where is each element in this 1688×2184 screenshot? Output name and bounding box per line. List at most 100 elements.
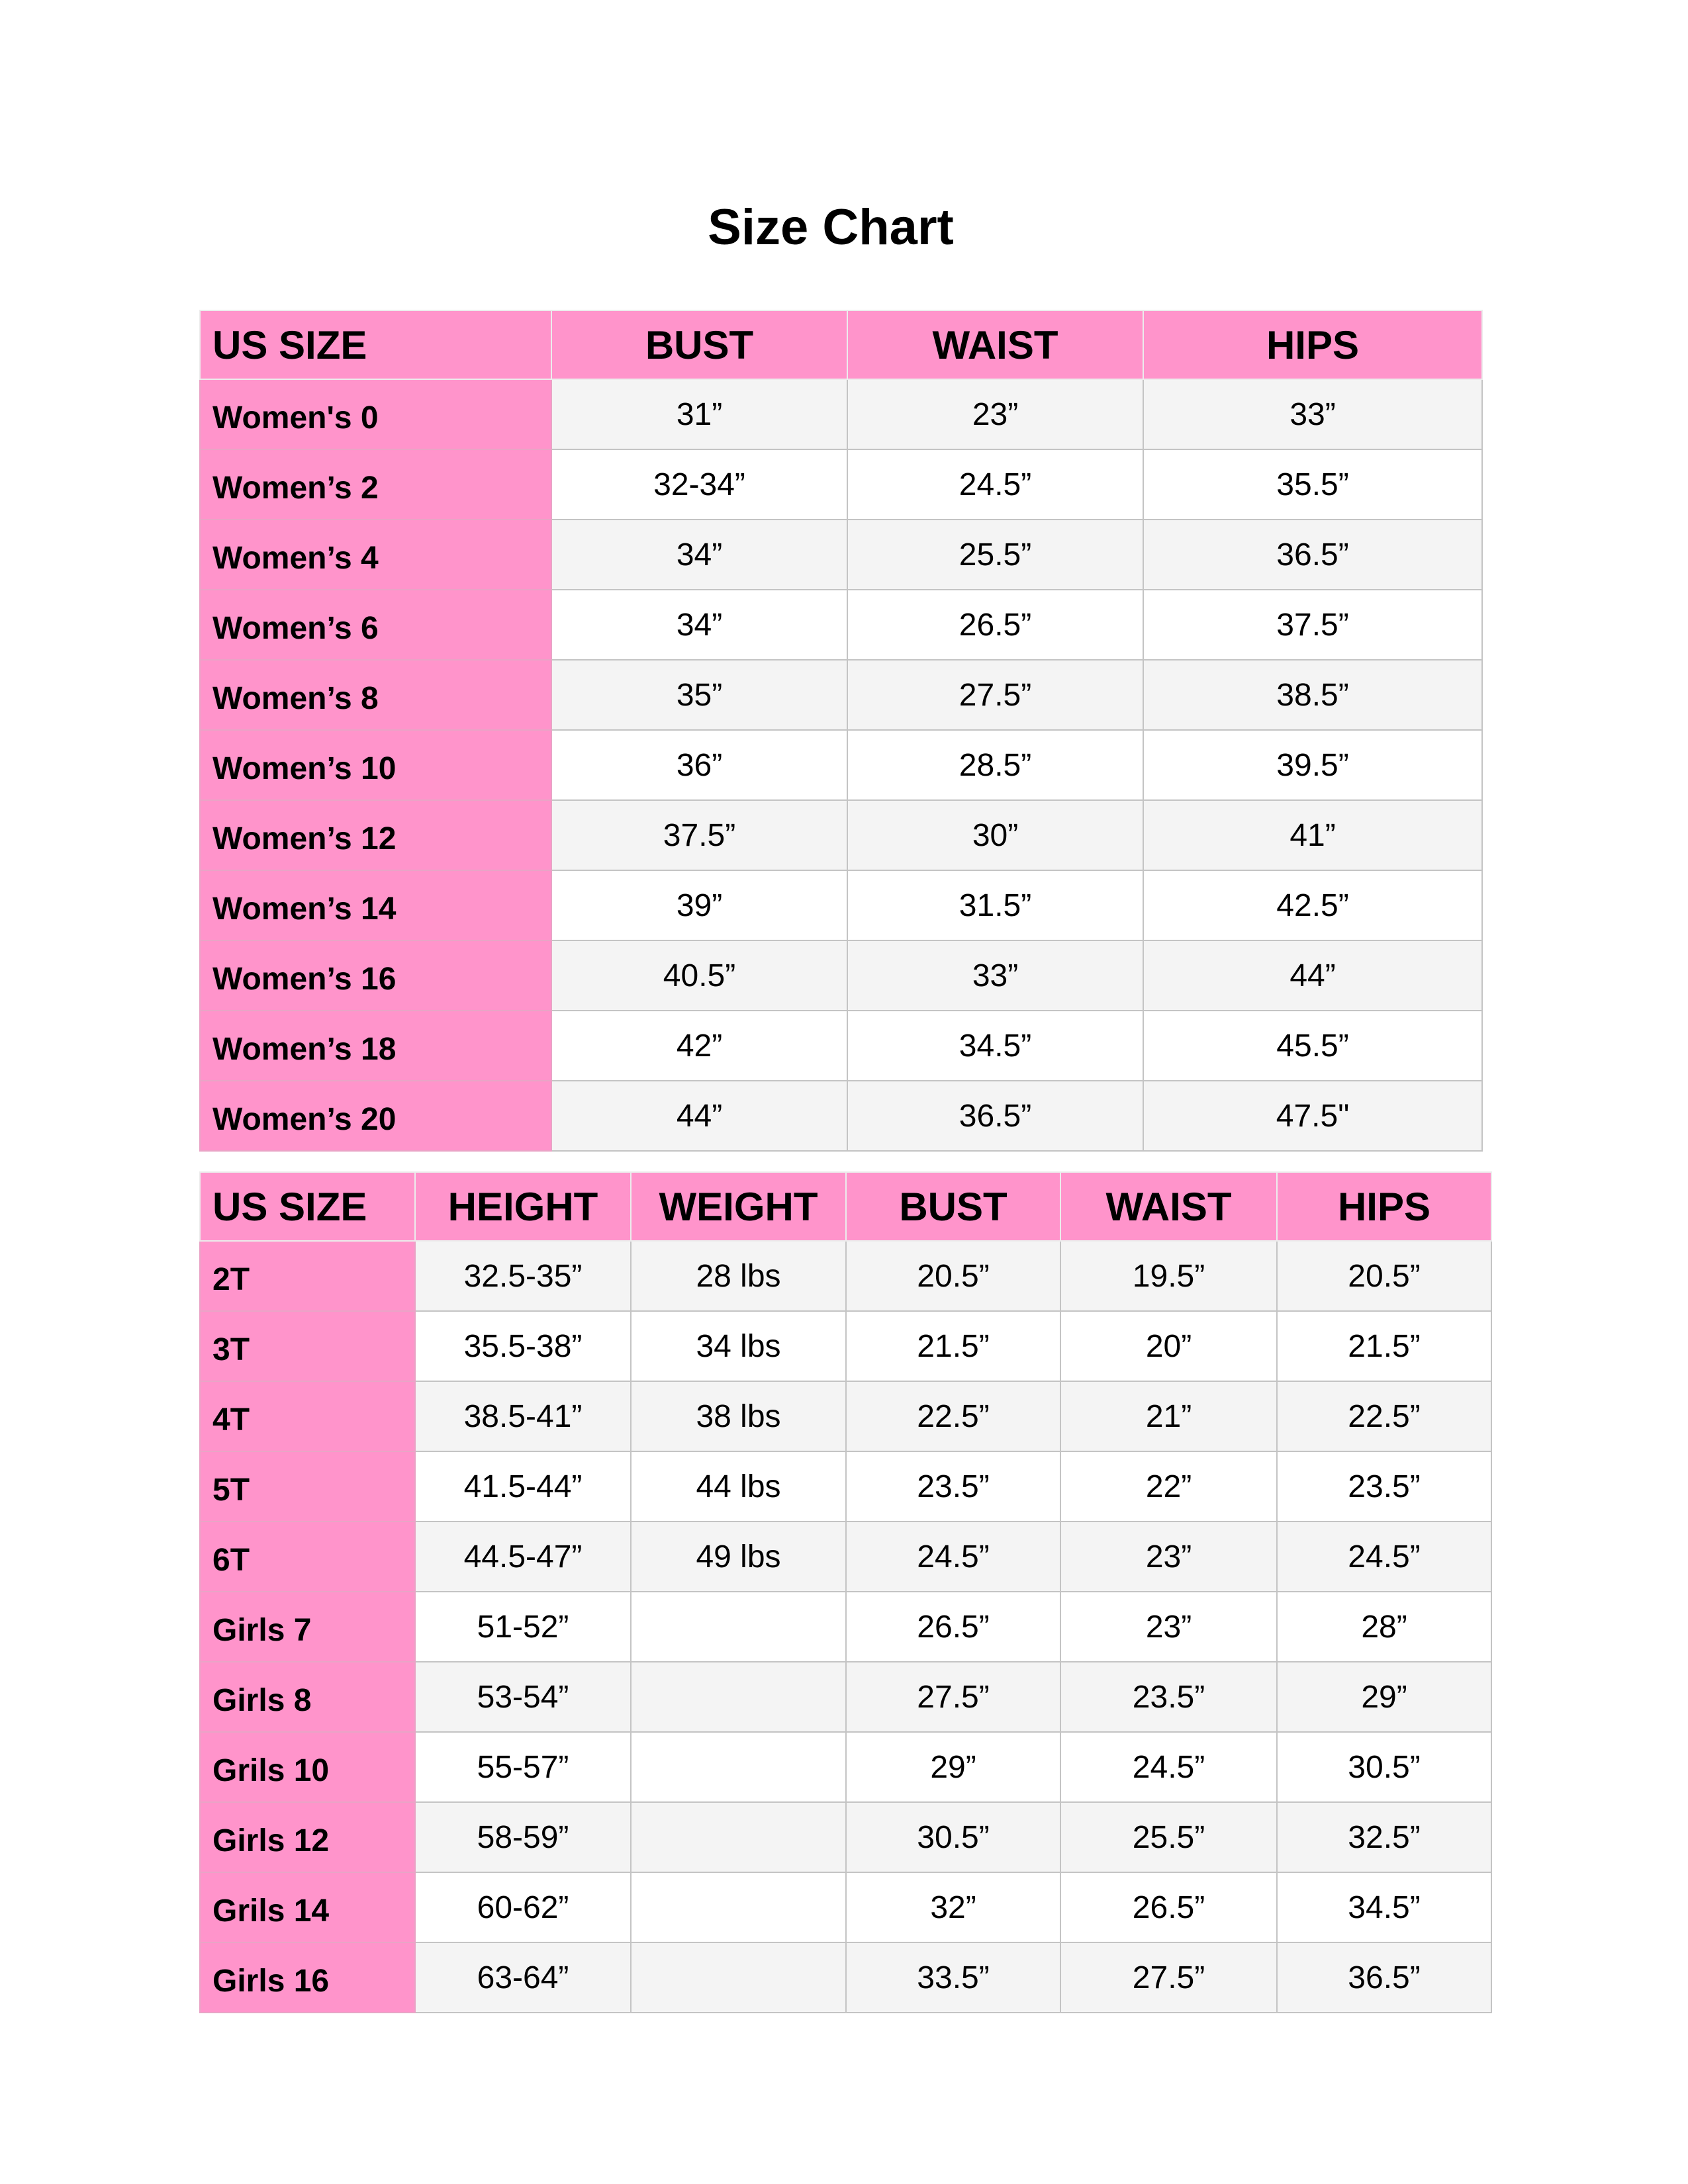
size-label-cell: Women’s 14 [199, 870, 552, 941]
measurement-cell: 53-54” [414, 1661, 632, 1733]
measurement-cell: 35” [551, 659, 848, 731]
measurement-cell: 25.5” [1060, 1801, 1278, 1873]
measurement-cell: 23.5” [845, 1451, 1061, 1522]
column-header: WAIST [1060, 1171, 1278, 1242]
measurement-cell: 25.5” [847, 519, 1144, 590]
table-header-row: US SIZE HEIGHT WEIGHT BUST WAIST HIPS [199, 1171, 1492, 1242]
womens-size-table: US SIZE BUST WAIST HIPS Women's 0 31” 23” 33” W… [199, 310, 1483, 1152]
size-label-cell: Grils 10 [199, 1731, 416, 1803]
measurement-cell: 44” [1143, 940, 1483, 1011]
measurement-cell: 21” [1060, 1381, 1278, 1452]
column-header: BUST [551, 310, 848, 380]
measurement-cell: 36.5” [847, 1080, 1144, 1152]
column-header: US SIZE [199, 1171, 416, 1242]
measurement-cell: 23” [847, 379, 1144, 450]
measurement-cell: 22.5” [1276, 1381, 1492, 1452]
measurement-cell: 44 lbs [630, 1451, 847, 1522]
measurement-cell [630, 1872, 847, 1943]
measurement-cell: 30.5” [845, 1801, 1061, 1873]
measurement-cell: 36.5” [1276, 1942, 1492, 2013]
column-header: BUST [845, 1171, 1061, 1242]
table-row: Women’s 2 32-34” 24.5” 35.5” [199, 449, 1483, 520]
measurement-cell: 28 lbs [630, 1240, 847, 1312]
size-label-cell: Girls 8 [199, 1661, 416, 1733]
size-label-cell: Women’s 18 [199, 1010, 552, 1081]
size-label-cell: 5T [199, 1451, 416, 1522]
measurement-cell: 47.5" [1143, 1080, 1483, 1152]
measurement-cell: 36.5” [1143, 519, 1483, 590]
measurement-cell: 35.5-38” [414, 1310, 632, 1382]
measurement-cell: 39.5” [1143, 729, 1483, 801]
measurement-cell: 38.5-41” [414, 1381, 632, 1452]
measurement-cell: 32.5” [1276, 1801, 1492, 1873]
measurement-cell: 44” [551, 1080, 848, 1152]
size-label-cell: Women’s 4 [199, 519, 552, 590]
table-row: Grils 10 55-57” 29” 24.5” 30.5” [199, 1731, 1492, 1803]
measurement-cell: 22.5” [845, 1381, 1061, 1452]
measurement-cell: 26.5” [1060, 1872, 1278, 1943]
measurement-cell: 21.5” [1276, 1310, 1492, 1382]
size-label-cell: Women’s 16 [199, 940, 552, 1011]
table-row: Women’s 4 34” 25.5” 36.5” [199, 519, 1483, 590]
table-row: Women’s 18 42” 34.5” 45.5” [199, 1010, 1483, 1081]
column-header: HIPS [1143, 310, 1483, 380]
table-row: 3T 35.5-38” 34 lbs 21.5” 20” 21.5” [199, 1310, 1492, 1382]
size-label-cell: 6T [199, 1521, 416, 1592]
table-row: Girls 16 63-64” 33.5” 27.5” 36.5” [199, 1942, 1492, 2013]
table-row: Women’s 10 36” 28.5” 39.5” [199, 729, 1483, 801]
measurement-cell: 32-34” [551, 449, 848, 520]
measurement-cell: 29” [1276, 1661, 1492, 1733]
measurement-cell: 44.5-47” [414, 1521, 632, 1592]
measurement-cell [630, 1731, 847, 1803]
measurement-cell [630, 1661, 847, 1733]
column-header: US SIZE [199, 310, 552, 380]
measurement-cell [630, 1801, 847, 1873]
measurement-cell [630, 1591, 847, 1662]
column-header: WAIST [847, 310, 1144, 380]
kids-size-table: US SIZE HEIGHT WEIGHT BUST WAIST HIPS 2T 32.5-… [199, 1171, 1492, 2013]
table-row: Girls 7 51-52” 26.5” 23” 28” [199, 1591, 1492, 1662]
measurement-cell: 51-52” [414, 1591, 632, 1662]
measurement-cell: 23” [1060, 1521, 1278, 1592]
column-header: HEIGHT [414, 1171, 632, 1242]
measurement-cell: 34” [551, 519, 848, 590]
measurement-cell: 41.5-44” [414, 1451, 632, 1522]
table-row: 4T 38.5-41” 38 lbs 22.5” 21” 22.5” [199, 1381, 1492, 1452]
measurement-cell: 24.5” [847, 449, 1144, 520]
measurement-cell: 26.5” [845, 1591, 1061, 1662]
measurement-cell: 20” [1060, 1310, 1278, 1382]
measurement-cell: 24.5” [1060, 1731, 1278, 1803]
size-label-cell: Women's 0 [199, 379, 552, 450]
measurement-cell: 41” [1143, 799, 1483, 871]
measurement-cell: 55-57” [414, 1731, 632, 1803]
measurement-cell: 58-59” [414, 1801, 632, 1873]
measurement-cell: 42.5” [1143, 870, 1483, 941]
size-label-cell: 3T [199, 1310, 416, 1382]
table-row: Girls 12 58-59” 30.5” 25.5” 32.5” [199, 1801, 1492, 1873]
measurement-cell: 23” [1060, 1591, 1278, 1662]
measurement-cell: 34 lbs [630, 1310, 847, 1382]
measurement-cell: 34.5” [847, 1010, 1144, 1081]
measurement-cell: 27.5” [847, 659, 1144, 731]
measurement-cell: 27.5” [1060, 1942, 1278, 2013]
table-row: Women's 0 31” 23” 33” [199, 379, 1483, 450]
size-label-cell: Women’s 20 [199, 1080, 552, 1152]
size-label-cell: Girls 7 [199, 1591, 416, 1662]
size-label-cell: Women’s 10 [199, 729, 552, 801]
page-title: Size Chart [708, 199, 954, 255]
measurement-cell: 26.5” [847, 589, 1144, 660]
measurement-cell: 24.5” [1276, 1521, 1492, 1592]
measurement-cell: 30.5” [1276, 1731, 1492, 1803]
measurement-cell: 20.5” [845, 1240, 1061, 1312]
measurement-cell: 31.5” [847, 870, 1144, 941]
size-label-cell: Girls 12 [199, 1801, 416, 1873]
measurement-cell: 28” [1276, 1591, 1492, 1662]
measurement-cell: 20.5” [1276, 1240, 1492, 1312]
table-row: Women’s 12 37.5” 30” 41” [199, 799, 1483, 871]
size-label-cell: Women’s 2 [199, 449, 552, 520]
measurement-cell: 38.5” [1143, 659, 1483, 731]
measurement-cell: 40.5” [551, 940, 848, 1011]
table-row: Grils 14 60-62” 32” 26.5” 34.5” [199, 1872, 1492, 1943]
table-row: 6T 44.5-47” 49 lbs 24.5” 23” 24.5” [199, 1521, 1492, 1592]
measurement-cell: 35.5” [1143, 449, 1483, 520]
